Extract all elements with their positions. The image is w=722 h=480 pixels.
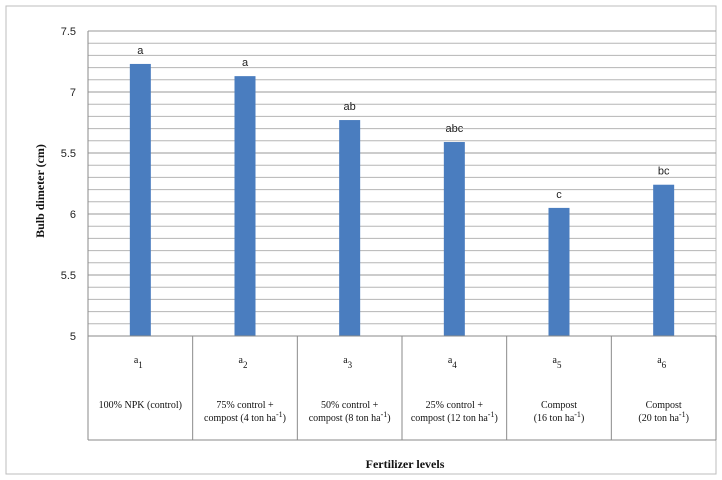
significance-letters: a a ab abc c bc [137, 45, 670, 201]
significance-letter: ab [344, 101, 356, 113]
bar [443, 142, 465, 336]
significance-letter: a [242, 57, 249, 69]
significance-letter: c [556, 189, 562, 201]
chart-frame [5, 5, 717, 475]
bar [339, 120, 361, 336]
bar [129, 63, 151, 336]
y-axis-title: Bulb dimeter (cm) [33, 144, 47, 238]
y-tick-label: 5.5 [61, 270, 76, 282]
category-label-line1: 50% control + [321, 400, 379, 411]
bar-series [129, 63, 675, 336]
category-label-line2: (20 ton ha-1) [638, 410, 689, 424]
bar [234, 76, 256, 336]
category-label-line2: compost (4 ton ha-1) [204, 410, 286, 424]
y-tick-label: 7 [70, 87, 76, 99]
category-code: a4 [448, 355, 457, 370]
category-label-line1: Compost [541, 400, 577, 411]
category-label-line1: 25% control + [426, 400, 484, 411]
y-axis-ticks: 5 5.5 6 5.5 7 7.5 [61, 26, 76, 343]
category-code: a2 [239, 355, 248, 370]
y-tick-label: 6 [70, 209, 76, 221]
category-label-line2: compost (12 ton ha-1) [411, 410, 498, 424]
bar [548, 207, 570, 336]
category-label-line2: compost (8 ton ha-1) [309, 410, 391, 424]
category-label-line1: 100% NPK (control) [99, 400, 182, 411]
significance-letter: abc [445, 123, 463, 135]
x-axis-title: Fertilizer levels [366, 457, 445, 471]
significance-letter: bc [658, 166, 670, 178]
category-code: a1 [134, 355, 143, 370]
y-tick-label: 5 [70, 331, 76, 343]
y-tick-label: 7.5 [61, 26, 76, 38]
category-label-line2: (16 ton ha-1) [534, 410, 585, 424]
bar [653, 184, 675, 336]
category-code: a6 [657, 355, 666, 370]
category-label-line1: 75% control + [216, 400, 274, 411]
category-code: a3 [343, 355, 352, 370]
category-code: a5 [553, 355, 562, 370]
y-tick-label: 5.5 [61, 148, 76, 160]
significance-letter: a [137, 45, 144, 57]
category-label-line1: Compost [646, 400, 682, 411]
